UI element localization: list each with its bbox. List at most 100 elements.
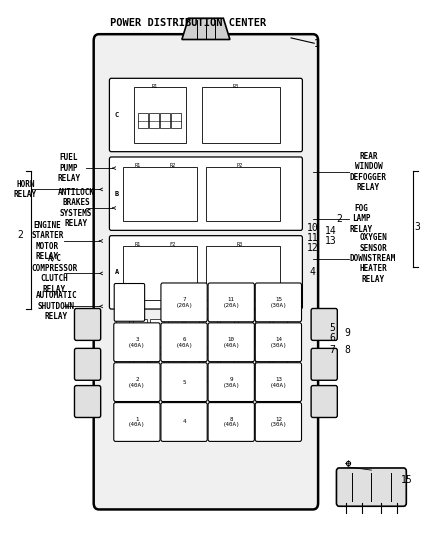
FancyBboxPatch shape <box>74 385 101 417</box>
FancyBboxPatch shape <box>206 167 280 221</box>
Text: 5: 5 <box>182 379 186 385</box>
Bar <box>133 319 147 347</box>
Text: R3: R3 <box>237 241 243 247</box>
Text: 2
(40A): 2 (40A) <box>128 377 146 387</box>
FancyBboxPatch shape <box>110 236 302 309</box>
FancyBboxPatch shape <box>161 323 207 362</box>
Text: 13
(40A): 13 (40A) <box>270 377 287 387</box>
Text: 14
(30A): 14 (30A) <box>270 337 287 348</box>
Text: 1
(40A): 1 (40A) <box>128 417 146 427</box>
FancyBboxPatch shape <box>161 283 207 322</box>
Text: 12: 12 <box>307 244 319 253</box>
Text: 15
(30A): 15 (30A) <box>270 297 287 308</box>
FancyBboxPatch shape <box>110 157 302 230</box>
Text: 5: 5 <box>329 322 336 333</box>
Text: 7: 7 <box>329 345 336 356</box>
FancyBboxPatch shape <box>311 385 337 417</box>
Text: ANTILOCK
BRAKES
SYSTEMS
RELAY: ANTILOCK BRAKES SYSTEMS RELAY <box>57 188 95 228</box>
Bar <box>149 114 159 128</box>
Bar <box>203 354 217 381</box>
Text: 6
(40A): 6 (40A) <box>175 337 193 348</box>
Text: R2: R2 <box>169 163 175 168</box>
Text: A: A <box>115 269 119 276</box>
Text: OXYGEN
SENSOR
DOWNSTREAM
HEATER
RELAY: OXYGEN SENSOR DOWNSTREAM HEATER RELAY <box>350 233 396 284</box>
Text: FUEL
PUMP
RELAY: FUEL PUMP RELAY <box>57 154 81 183</box>
Bar <box>133 354 147 381</box>
FancyBboxPatch shape <box>208 363 254 401</box>
Text: FOG
LAMP
RELAY: FOG LAMP RELAY <box>350 204 373 233</box>
FancyBboxPatch shape <box>255 323 301 362</box>
Bar <box>168 319 182 347</box>
Text: P2: P2 <box>237 163 243 168</box>
Text: 2: 2 <box>336 214 342 224</box>
Text: REAR
WINDOW
DEFOGGER
RELAY: REAR WINDOW DEFOGGER RELAY <box>350 152 387 192</box>
Text: 10: 10 <box>307 223 319 233</box>
Text: 13: 13 <box>325 236 336 246</box>
FancyBboxPatch shape <box>74 309 101 341</box>
Text: 3
(40A): 3 (40A) <box>128 337 146 348</box>
Text: POWER DISTRIBUTION CENTER: POWER DISTRIBUTION CENTER <box>110 18 267 28</box>
Text: 3: 3 <box>415 222 420 232</box>
FancyBboxPatch shape <box>161 363 207 401</box>
FancyBboxPatch shape <box>94 34 318 510</box>
Bar <box>185 319 199 347</box>
FancyBboxPatch shape <box>134 87 186 143</box>
Bar <box>150 354 164 381</box>
Text: 15: 15 <box>401 475 413 485</box>
Bar <box>255 319 269 347</box>
FancyBboxPatch shape <box>124 167 197 221</box>
Text: 7
(20A): 7 (20A) <box>175 297 193 308</box>
FancyBboxPatch shape <box>255 283 301 322</box>
Bar <box>238 354 252 381</box>
Text: 4: 4 <box>182 419 186 424</box>
FancyBboxPatch shape <box>114 363 160 401</box>
Bar <box>220 319 234 347</box>
Text: HORN
RELAY: HORN RELAY <box>14 180 37 199</box>
Bar <box>255 354 269 381</box>
Bar <box>116 319 130 347</box>
FancyBboxPatch shape <box>255 402 301 441</box>
Bar <box>203 319 217 347</box>
Bar <box>168 354 182 381</box>
Text: R3: R3 <box>233 84 239 90</box>
Polygon shape <box>182 18 230 39</box>
Bar <box>220 354 234 381</box>
Text: 14: 14 <box>325 226 336 236</box>
Text: 11
(20A): 11 (20A) <box>223 297 240 308</box>
Text: 9: 9 <box>345 328 351 338</box>
Text: 1: 1 <box>314 39 320 49</box>
Bar <box>160 114 170 128</box>
Bar <box>185 354 199 381</box>
FancyBboxPatch shape <box>208 283 254 322</box>
FancyBboxPatch shape <box>208 402 254 441</box>
FancyBboxPatch shape <box>311 309 337 341</box>
FancyBboxPatch shape <box>311 349 337 380</box>
FancyBboxPatch shape <box>74 349 101 380</box>
FancyBboxPatch shape <box>110 78 302 152</box>
Text: B: B <box>115 191 119 197</box>
Text: 4: 4 <box>310 267 316 277</box>
FancyBboxPatch shape <box>114 284 145 321</box>
Text: 12
(30A): 12 (30A) <box>270 417 287 427</box>
FancyBboxPatch shape <box>208 323 254 362</box>
Text: R1: R1 <box>134 241 141 247</box>
Text: AUTOMATIC
SHUTDOWN
RELAY: AUTOMATIC SHUTDOWN RELAY <box>35 292 77 321</box>
Text: A/C
COMPRESSOR
CLUTCH
RELAY: A/C COMPRESSOR CLUTCH RELAY <box>31 253 78 294</box>
Text: R1: R1 <box>152 84 158 90</box>
Bar <box>150 319 164 347</box>
FancyBboxPatch shape <box>255 363 301 401</box>
Text: F2: F2 <box>169 241 175 247</box>
Text: 9
(30A): 9 (30A) <box>223 377 240 387</box>
Text: C: C <box>115 112 119 118</box>
FancyBboxPatch shape <box>114 402 160 441</box>
FancyBboxPatch shape <box>161 402 207 441</box>
FancyBboxPatch shape <box>202 87 280 143</box>
Text: 2: 2 <box>18 230 23 240</box>
Bar <box>171 114 180 128</box>
FancyBboxPatch shape <box>114 323 160 362</box>
Text: 11: 11 <box>307 233 319 244</box>
FancyBboxPatch shape <box>336 468 406 506</box>
FancyBboxPatch shape <box>206 246 280 300</box>
Text: 8
(40A): 8 (40A) <box>223 417 240 427</box>
Text: R1: R1 <box>134 163 141 168</box>
